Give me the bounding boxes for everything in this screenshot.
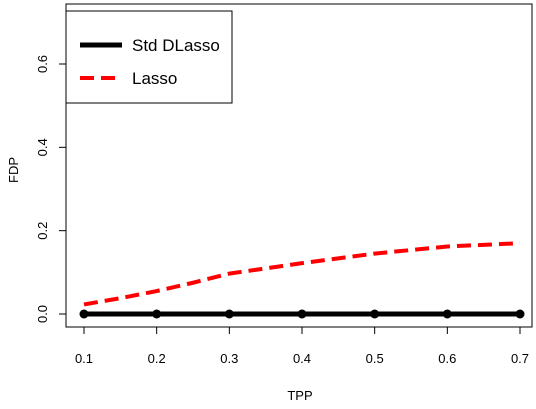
y-tick-label: 0.6 bbox=[35, 55, 50, 73]
x-axis-title: TPP bbox=[287, 388, 312, 403]
x-tick-label: 0.3 bbox=[220, 351, 238, 366]
series-point bbox=[224, 309, 234, 319]
y-tick-label: 0.0 bbox=[35, 305, 50, 323]
series-point bbox=[79, 309, 89, 319]
legend-box bbox=[65, 10, 233, 104]
y-tick-label: 0.4 bbox=[35, 138, 50, 156]
series-point bbox=[442, 309, 452, 319]
plot-frame bbox=[65, 3, 533, 328]
legend-label: Lasso bbox=[132, 69, 177, 88]
y-axis-title: FDP bbox=[6, 157, 21, 183]
series-point bbox=[515, 309, 525, 319]
x-tick-label: 0.2 bbox=[148, 351, 166, 366]
series-line-lasso bbox=[83, 241, 521, 307]
series-point bbox=[152, 309, 162, 319]
legend-label: Std DLasso bbox=[132, 36, 220, 55]
y-tick-label: 0.2 bbox=[35, 222, 50, 240]
series-point bbox=[297, 309, 307, 319]
series-point bbox=[370, 309, 380, 319]
x-tick-label: 0.6 bbox=[438, 351, 456, 366]
x-tick-label: 0.7 bbox=[511, 351, 529, 366]
x-tick-label: 0.5 bbox=[366, 351, 384, 366]
x-tick-label: 0.4 bbox=[293, 351, 311, 366]
x-tick-label: 0.1 bbox=[75, 351, 93, 366]
